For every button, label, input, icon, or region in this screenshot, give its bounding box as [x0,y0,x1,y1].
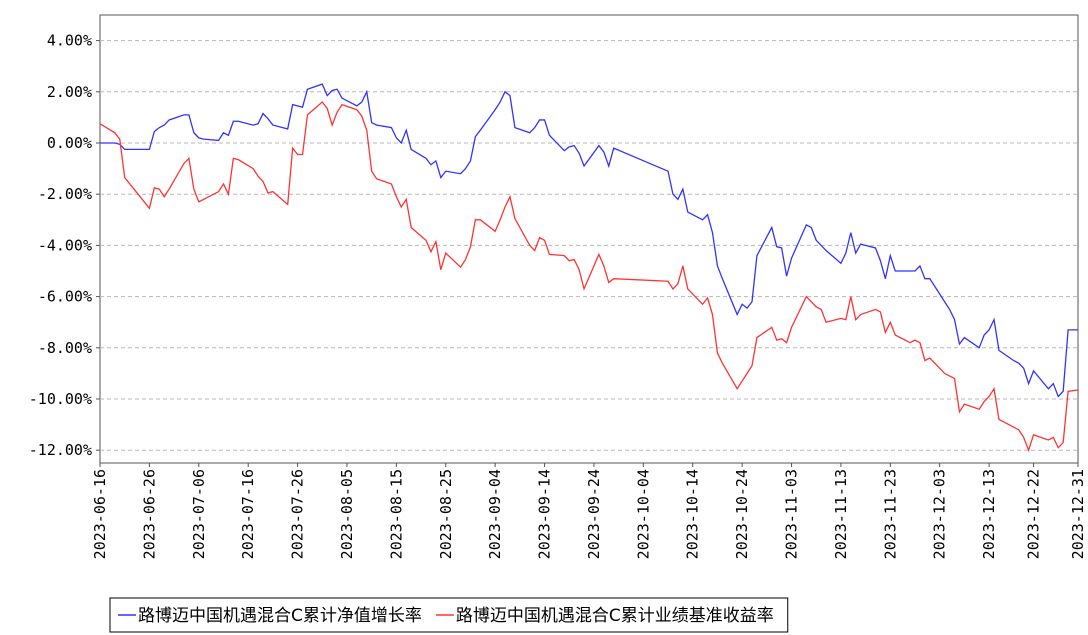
x-tick-label: 2023-08-05 [338,469,356,559]
x-tick-label: 2023-11-13 [832,469,850,559]
x-tick-label: 2023-07-16 [239,469,257,559]
y-tick-label: -10.00% [29,390,92,408]
x-tick-label: 2023-10-24 [733,469,751,559]
y-tick-label: 4.00% [47,32,92,50]
y-tick-label: 0.00% [47,134,92,152]
x-tick-label: 2023-06-16 [91,469,109,559]
y-tick-label: -4.00% [38,236,92,254]
series-line [100,83,1078,398]
x-tick-label: 2023-12-22 [1025,469,1043,559]
legend: 路博迈中国机遇混合C累计净值增长率 路博迈中国机遇混合C累计业绩基准收益率 [109,597,789,633]
x-tick-label: 2023-09-14 [536,469,554,559]
x-tick-label: 2023-07-06 [190,469,208,559]
x-tick-label: 2023-10-04 [634,469,652,559]
legend-label: 路博迈中国机遇混合C累计业绩基准收益率 [456,606,774,626]
y-tick-label: -8.00% [38,339,92,357]
plot-frame [99,14,1079,464]
x-tick-label: 2023-08-25 [437,469,455,559]
x-tick-label: 2023-10-14 [684,469,702,559]
x-tick-label: 2023-09-04 [486,469,504,559]
x-tick-label: 2023-11-23 [881,469,899,559]
x-tick-label: 2023-06-26 [140,469,158,559]
x-tick-label: 2023-07-26 [289,469,307,559]
series-line [99,101,1079,453]
x-tick-label: 2023-12-13 [980,469,998,559]
x-tick-label: 2023-12-03 [931,469,949,559]
y-tick-label: 2.00% [47,83,92,101]
y-tick-label: -6.00% [38,288,92,306]
x-tick-label: 2023-12-31 [1069,469,1087,559]
x-tick-label: 2023-11-03 [783,469,801,559]
x-tick-label: 2023-09-24 [585,469,603,559]
legend-label: 路博迈中国机遇混合C累计净值增长率 [138,606,422,626]
y-tick-label: -2.00% [38,185,92,203]
x-tick-label: 2023-08-15 [387,469,405,559]
y-tick-label: -12.00% [29,441,92,459]
